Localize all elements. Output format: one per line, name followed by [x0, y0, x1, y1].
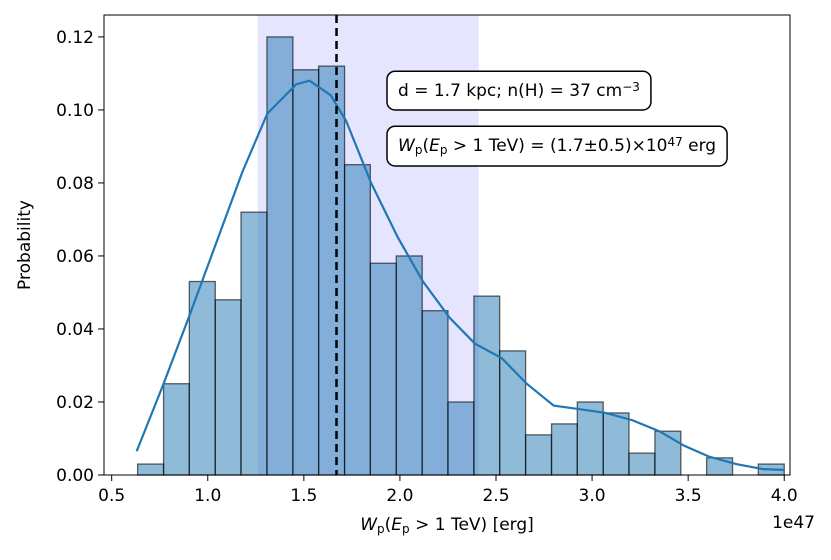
y-tick-label: 0.08	[56, 174, 94, 194]
text-part: −3	[622, 80, 640, 94]
kde-line	[135, 79, 785, 471]
bar	[343, 164, 371, 476]
text-part: erg	[683, 136, 716, 156]
text-part: d = 1.7 kpc; n(H) = 37 cm	[398, 81, 622, 101]
text-part: p	[415, 143, 423, 157]
bar	[421, 310, 449, 476]
bar	[499, 350, 527, 476]
text-part: W	[398, 136, 416, 156]
x-tick-label: 1.5	[290, 486, 317, 506]
bar	[602, 412, 630, 476]
x-tick-label: 2.5	[482, 486, 509, 506]
bar	[188, 280, 216, 476]
text-part: E	[391, 515, 402, 535]
bar	[473, 295, 501, 476]
x-tick-label: 1.0	[194, 486, 221, 506]
bar	[136, 463, 165, 476]
text-part: > 1 TeV) = (1.7±0.5)×10	[447, 136, 667, 156]
y-tick-label: 0.00	[56, 466, 94, 486]
x-axis-label: Wp(Ep > 1 TeV) [erg]	[360, 515, 534, 536]
text-part: (	[385, 515, 392, 535]
bar	[447, 401, 475, 476]
annotation-box	[386, 70, 652, 111]
text-part: p	[377, 522, 385, 536]
annotation-text: Wp(Ep > 1 TeV) = (1.7±0.5)×1047 erg	[398, 135, 716, 157]
x-tick-label: 4.0	[771, 486, 798, 506]
x-tick-label: 2.0	[386, 486, 413, 506]
annotation-box	[386, 125, 728, 167]
axes-frame	[103, 14, 791, 476]
bar	[369, 262, 397, 476]
y-tick-label: 0.06	[56, 247, 94, 267]
bar	[317, 65, 346, 476]
bar	[266, 36, 294, 476]
bar	[240, 211, 268, 476]
bar	[550, 423, 578, 476]
annotation: d = 1.7 kpc; n(H) = 37 cm−3	[386, 70, 652, 111]
bar	[654, 430, 682, 476]
annotation-text: d = 1.7 kpc; n(H) = 37 cm−3	[398, 80, 640, 101]
text-part: E	[429, 136, 440, 156]
x-tick-label: 3.5	[675, 486, 702, 506]
y-tick-label: 0.02	[56, 393, 94, 413]
bar	[292, 69, 320, 476]
x-offset-label: 1e47	[772, 513, 815, 533]
y-tick-label: 0.10	[56, 101, 94, 121]
text-part: W	[360, 515, 378, 535]
text-part: p	[402, 522, 410, 536]
text-part: 47	[667, 135, 682, 149]
bar	[395, 255, 423, 476]
y-tick-label: 0.04	[56, 320, 94, 340]
bar	[214, 299, 242, 476]
bar	[576, 401, 604, 476]
bar	[524, 434, 553, 476]
bar	[628, 452, 656, 476]
x-tick-label: 3.0	[579, 486, 606, 506]
text-part: > 1 TeV) [erg]	[410, 515, 534, 535]
annotation: Wp(Ep > 1 TeV) = (1.7±0.5)×1047 erg	[386, 125, 728, 167]
bar	[162, 383, 190, 476]
y-tick-label: 0.12	[56, 28, 94, 48]
text-part: (	[422, 136, 429, 156]
y-axis-label: Probability	[15, 200, 35, 290]
x-tick-label: 0.5	[98, 486, 125, 506]
text-part: p	[440, 143, 448, 157]
